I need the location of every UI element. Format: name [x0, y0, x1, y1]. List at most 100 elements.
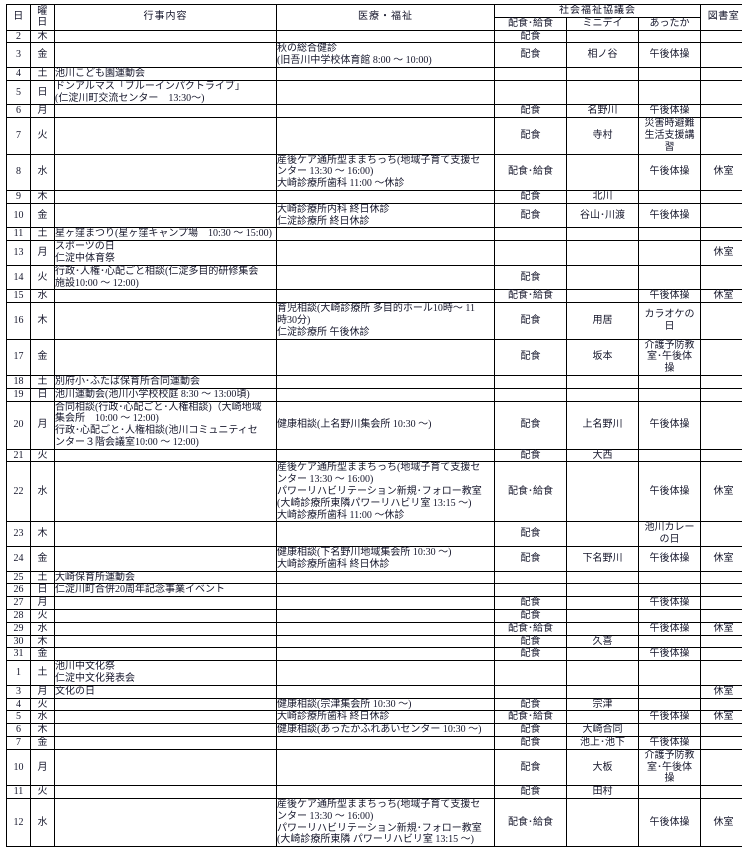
cell-day: 20 — [6, 400, 31, 450]
event-schedule-table: 日 曜日 行事内容 医療・福祉 社会福祉協議会 図書室 配食･給食 ミニデイ あ… — [6, 4, 742, 848]
cell-day: 18 — [6, 374, 31, 389]
cell-attaka: 午後体操 — [638, 202, 701, 229]
cell-day-of-week: 日 — [30, 79, 55, 106]
cell-miniday: 寺村 — [566, 117, 639, 155]
cell-miniday — [566, 66, 639, 81]
cell-event-content: 星ヶ窪まつり(星ヶ窪キャンプ場 10:30 ～ 15:00) — [54, 227, 277, 242]
cell-medical-welfare — [276, 583, 495, 598]
cell-library — [700, 374, 742, 389]
cell-attaka: 午後体操 — [638, 621, 701, 636]
cell-day-of-week: 火 — [30, 448, 55, 463]
cell-day: 21 — [6, 448, 31, 463]
cell-attaka — [638, 448, 701, 463]
cell-day-of-week: 火 — [30, 609, 55, 623]
cell-day-of-week: 土 — [30, 660, 55, 686]
cell-attaka — [638, 634, 701, 649]
cell-medical-welfare — [276, 117, 495, 155]
cell-library — [700, 202, 742, 229]
cell-day: 17 — [6, 338, 31, 376]
cell-event-content — [54, 189, 277, 204]
cell-day-of-week: 月 — [30, 748, 55, 787]
cell-day: 29 — [6, 621, 31, 636]
cell-miniday — [566, 583, 639, 598]
cell-meal-service — [494, 387, 567, 402]
cell-miniday — [566, 240, 639, 266]
cell-library — [700, 264, 742, 291]
cell-event-content: 仁淀川町合併20周年記念事業イベント — [54, 583, 277, 598]
cell-medical-welfare — [276, 104, 495, 119]
cell-day: 7 — [6, 117, 31, 155]
cell-attaka: 介護予防教 室･午後体 操 — [638, 748, 701, 787]
cell-miniday — [566, 609, 639, 623]
cell-event-content — [54, 710, 277, 725]
table-row: 3 金 秋の総合健診 (旧吾川中学校体育館 8:00 ～ 10:00) 配食 相ノ谷 午後… — [6, 42, 742, 68]
cell-miniday — [566, 29, 639, 44]
table-row: 18 土別府小･ふたば保育所合同運動会 — [6, 374, 742, 389]
cell-event-content — [54, 797, 277, 848]
cell-library — [700, 736, 742, 750]
cell-library: 休室 — [700, 797, 742, 848]
cell-medical-welfare — [276, 29, 495, 44]
cell-attaka — [638, 697, 701, 712]
column-header-day-of-week: 曜日 — [30, 4, 55, 31]
cell-medical-welfare — [276, 785, 495, 799]
cell-meal-service: 配食･給食 — [494, 461, 567, 523]
cell-attaka — [638, 387, 701, 402]
cell-medical-welfare — [276, 736, 495, 750]
cell-day: 30 — [6, 634, 31, 649]
cell-miniday — [566, 153, 639, 191]
cell-day-of-week: 木 — [30, 521, 55, 548]
cell-meal-service: 配食 — [494, 104, 567, 119]
column-header-social-welfare-council: 社会福祉協議会 — [494, 4, 701, 18]
cell-event-content — [54, 621, 277, 636]
cell-event-content — [54, 634, 277, 649]
cell-day: 4 — [6, 66, 31, 81]
table-row: 6 月 配食 名野川 午後体操 — [6, 104, 742, 119]
cell-event-content — [54, 338, 277, 376]
cell-day: 23 — [6, 521, 31, 548]
table-row: 30 木 配食 久喜 — [6, 634, 742, 649]
table-row: 7 火 配食 寺村 災害時避難 生活支援講 習 — [6, 117, 742, 155]
cell-event-content — [54, 736, 277, 750]
table-row: 4 土池川こども園運動会 — [6, 66, 742, 81]
cell-library — [700, 29, 742, 44]
cell-meal-service: 配食･給食 — [494, 289, 567, 304]
cell-event-content: ドンアルマス「ブルーインパクトライブ」 (仁淀川町交流センター 13:30～) — [54, 79, 277, 106]
cell-meal-service: 配食 — [494, 42, 567, 68]
cell-medical-welfare — [276, 660, 495, 686]
cell-event-content — [54, 697, 277, 712]
cell-medical-welfare — [276, 448, 495, 463]
cell-day-of-week: 水 — [30, 621, 55, 636]
cell-event-content: 合同相談(行政･心配ごと･人権相談)（大崎地域 集会所 10:00 ～ 12:0… — [54, 400, 277, 450]
cell-miniday — [566, 647, 639, 662]
cell-event-content — [54, 461, 277, 523]
table-row: 11 土星ヶ窪まつり(星ヶ窪キャンプ場 10:30 ～ 15:00) — [6, 227, 742, 242]
cell-event-content — [54, 29, 277, 44]
cell-medical-welfare — [276, 387, 495, 402]
column-header-library: 図書室 — [700, 4, 742, 31]
cell-day: 26 — [6, 583, 31, 598]
cell-meal-service: 配食 — [494, 785, 567, 799]
cell-day-of-week: 木 — [30, 29, 55, 44]
table-row: 10 月 配食 大板 介護予防教 室･午後体 操 — [6, 748, 742, 787]
cell-miniday — [566, 684, 639, 699]
cell-attaka: 午後体操 — [638, 647, 701, 662]
cell-attaka — [638, 723, 701, 738]
cell-event-content: 大崎保育所運動会 — [54, 570, 277, 585]
cell-miniday — [566, 227, 639, 242]
cell-day-of-week: 木 — [30, 634, 55, 649]
cell-event-content — [54, 42, 277, 68]
table-row: 23 木 配食 池川カレー の日 — [6, 521, 742, 548]
cell-library: 休室 — [700, 684, 742, 699]
cell-medical-welfare: 健康相談(下名野川地域集会所 10:30 ～) 大崎診療所歯科 終日休診 — [276, 546, 495, 572]
cell-day-of-week: 土 — [30, 66, 55, 81]
cell-library: 休室 — [700, 621, 742, 636]
cell-meal-service: 配食 — [494, 302, 567, 340]
cell-miniday — [566, 570, 639, 585]
cell-event-content — [54, 723, 277, 738]
cell-library — [700, 79, 742, 106]
cell-miniday: 久喜 — [566, 634, 639, 649]
cell-miniday: 北川 — [566, 189, 639, 204]
cell-medical-welfare: 大崎診療所歯科 終日休診 — [276, 710, 495, 725]
